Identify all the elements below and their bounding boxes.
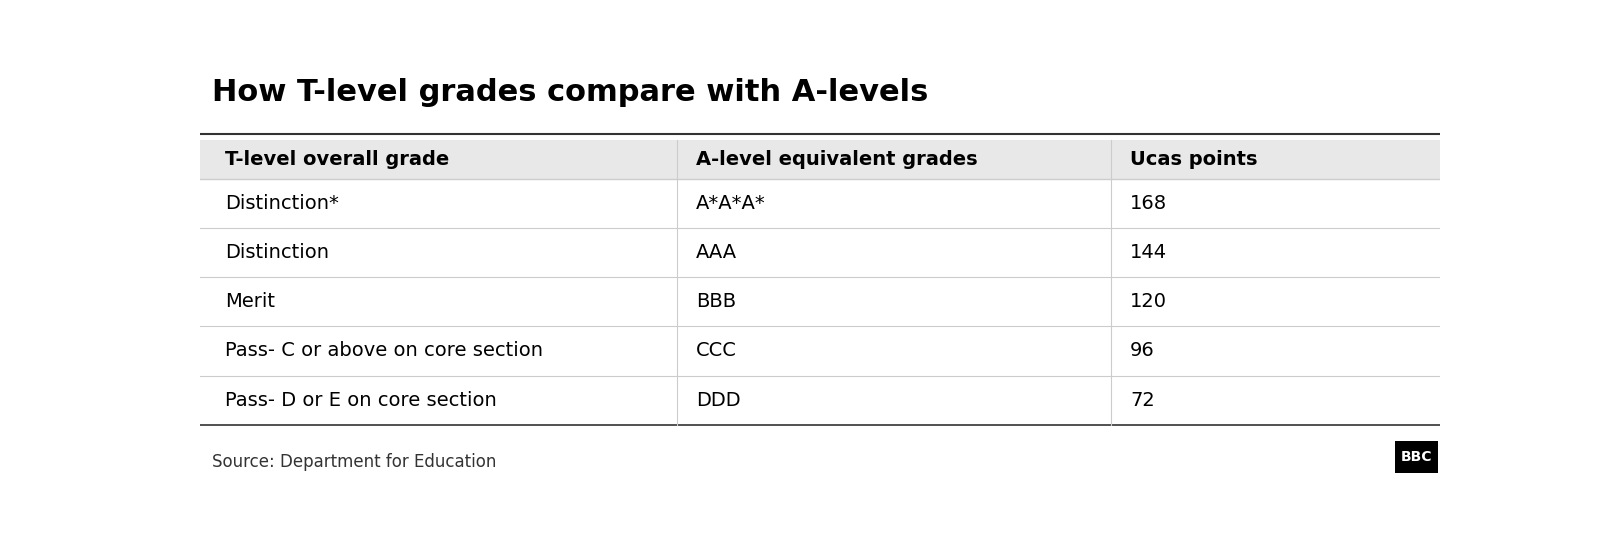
Text: Pass- C or above on core section: Pass- C or above on core section xyxy=(224,342,542,361)
Text: 120: 120 xyxy=(1130,292,1166,311)
FancyBboxPatch shape xyxy=(200,228,1440,277)
FancyBboxPatch shape xyxy=(200,141,1440,179)
Text: 96: 96 xyxy=(1130,342,1155,361)
Text: Pass- D or E on core section: Pass- D or E on core section xyxy=(224,390,496,409)
FancyBboxPatch shape xyxy=(200,376,1440,425)
Text: A-level equivalent grades: A-level equivalent grades xyxy=(696,150,978,169)
Text: A*A*A*: A*A*A* xyxy=(696,194,766,213)
Text: T-level overall grade: T-level overall grade xyxy=(224,150,450,169)
Text: Merit: Merit xyxy=(224,292,275,311)
Text: BBB: BBB xyxy=(696,292,736,311)
Text: 144: 144 xyxy=(1130,243,1166,262)
Text: Source: Department for Education: Source: Department for Education xyxy=(213,453,496,471)
Text: How T-level grades compare with A-levels: How T-level grades compare with A-levels xyxy=(213,78,928,107)
FancyBboxPatch shape xyxy=(200,277,1440,326)
FancyBboxPatch shape xyxy=(200,326,1440,376)
FancyBboxPatch shape xyxy=(1395,441,1437,473)
Text: AAA: AAA xyxy=(696,243,738,262)
FancyBboxPatch shape xyxy=(200,179,1440,228)
Text: Ucas points: Ucas points xyxy=(1130,150,1258,169)
Text: CCC: CCC xyxy=(696,342,738,361)
Text: Distinction: Distinction xyxy=(224,243,330,262)
Text: BBC: BBC xyxy=(1400,450,1432,464)
Text: DDD: DDD xyxy=(696,390,741,409)
Text: 168: 168 xyxy=(1130,194,1166,213)
Text: Distinction*: Distinction* xyxy=(224,194,339,213)
Text: 72: 72 xyxy=(1130,390,1155,409)
